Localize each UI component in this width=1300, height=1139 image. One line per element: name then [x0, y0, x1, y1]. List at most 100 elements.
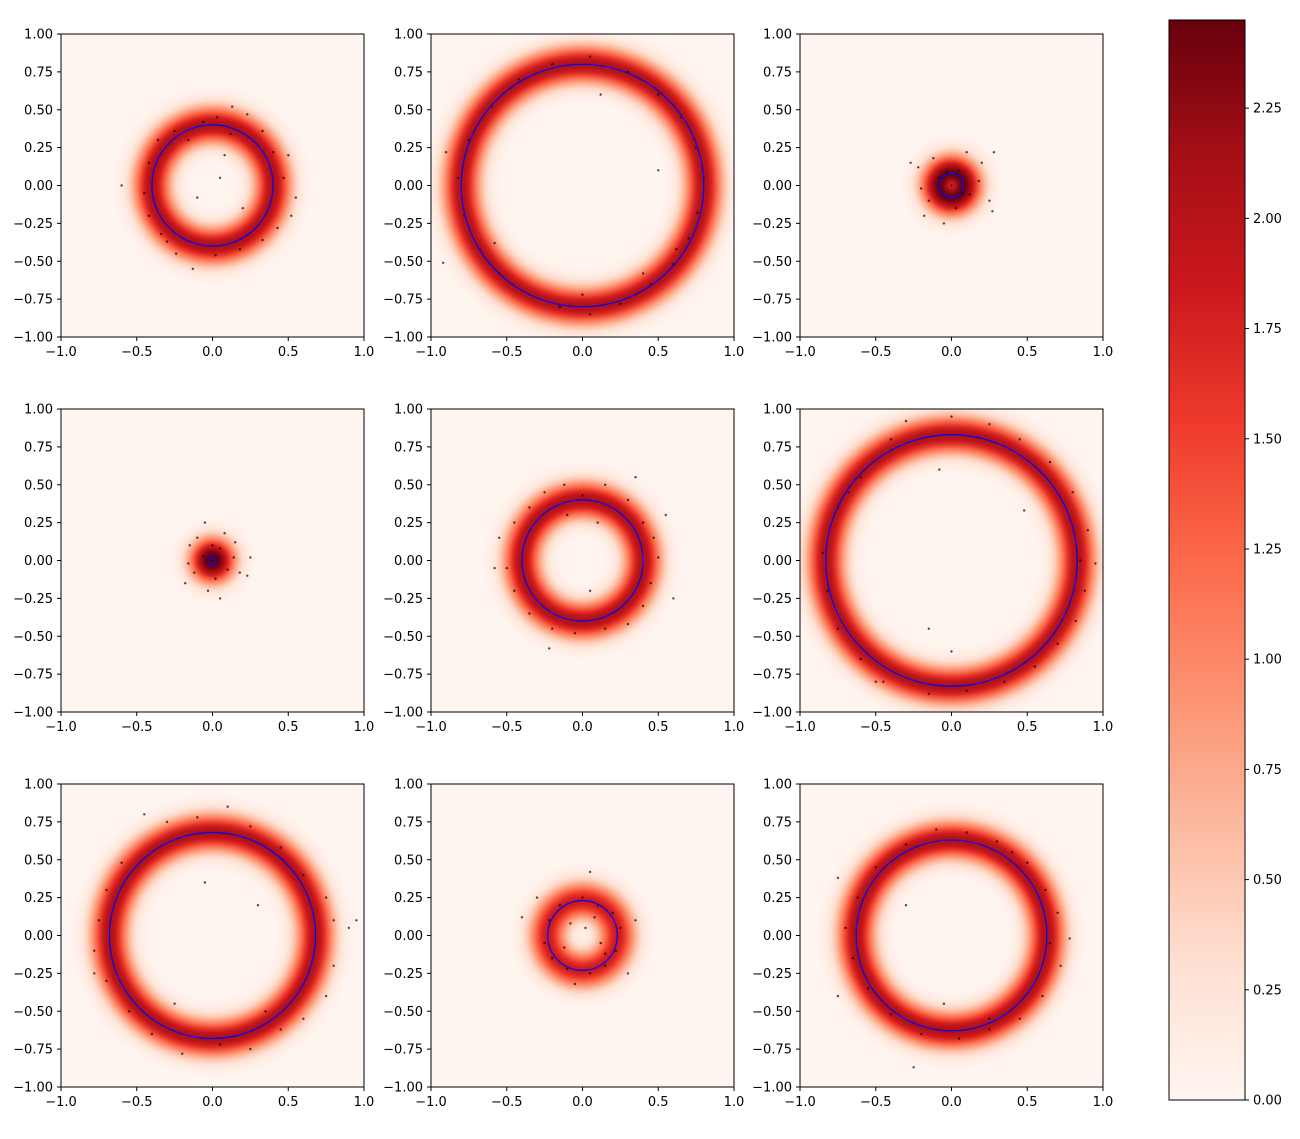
scatter-point — [202, 554, 205, 558]
scatter-point — [588, 972, 592, 975]
scatter-point — [569, 922, 572, 925]
y-tick-label: 0.75 — [394, 65, 423, 80]
scatter-point — [1023, 509, 1026, 512]
scatter-point — [821, 551, 824, 555]
scatter-point — [150, 1032, 154, 1036]
scatter-point — [950, 415, 953, 418]
scatter-point — [1059, 964, 1062, 967]
y-tick-label: −1.00 — [13, 1081, 53, 1096]
scatter-point — [214, 577, 217, 580]
y-tick-label: 1.00 — [24, 778, 53, 793]
x-tick-label: −0.5 — [121, 720, 153, 735]
panel-9: −1.0 −0.5 0.0 0.5 1.0 1.00 0.75 0.50 0.25 0.00 −0.… — [752, 778, 1113, 1111]
x-tick-label: −1.0 — [784, 1095, 816, 1110]
x-tick-label: 0.5 — [648, 720, 669, 735]
density-heatmap — [68, 791, 357, 1080]
y-tick-label: −0.25 — [383, 967, 423, 982]
scatter-point — [93, 949, 96, 952]
y-tick-label: 0.25 — [763, 516, 792, 531]
scatter-point — [935, 828, 938, 831]
scatter-point — [165, 240, 169, 243]
colorbar-tick-label: 1.75 — [1253, 322, 1282, 337]
x-tick-label: 1.0 — [354, 1095, 375, 1110]
x-tick-label: −1.0 — [45, 720, 77, 735]
x-tick-label: 0.0 — [202, 720, 223, 735]
scatter-point — [965, 151, 968, 154]
y-tick-label: 1.00 — [394, 403, 423, 418]
x-tick-label: −1.0 — [45, 1095, 77, 1110]
scatter-point — [159, 232, 163, 236]
scatter-point — [588, 55, 592, 58]
scatter-point — [626, 972, 630, 975]
scatter-point — [232, 556, 235, 559]
scatter-point — [1033, 665, 1036, 668]
fitted-circle — [460, 63, 705, 308]
scatter-point — [927, 627, 930, 630]
y-tick-label: 0.75 — [394, 815, 423, 830]
y-tick-label: 0.50 — [763, 853, 792, 868]
fitted-circle — [547, 900, 618, 971]
scatter-point — [246, 574, 249, 577]
scatter-point — [563, 946, 566, 949]
y-tick-label: −0.75 — [752, 293, 792, 308]
fitted-circle — [151, 124, 274, 247]
scatter-point — [1074, 619, 1077, 623]
x-tick-label: 1.0 — [354, 720, 375, 735]
fitted-circle — [855, 839, 1048, 1032]
x-tick-label: 0.0 — [941, 1095, 962, 1110]
panels-grid: −1.0 −0.5 0.0 0.5 1.0 1.00 0.75 0.50 0.25 0.00 −0.… — [13, 28, 1113, 1111]
scatter-point — [184, 582, 187, 585]
x-tick-label: −0.5 — [491, 720, 523, 735]
x-tick-label: −0.5 — [860, 345, 892, 360]
scatter-point — [147, 214, 151, 217]
x-tick-label: 0.5 — [1017, 345, 1038, 360]
scatter-point — [493, 566, 496, 570]
scatter-point — [980, 161, 983, 164]
scatter-point — [191, 267, 194, 270]
y-tick-label: −1.00 — [383, 1081, 423, 1096]
scatter-point — [324, 994, 328, 998]
scatter-point — [206, 589, 210, 592]
scatter-point — [573, 982, 577, 986]
scatter-point — [226, 805, 229, 808]
y-tick-label: 0.75 — [24, 65, 53, 80]
y-tick-label: 1.00 — [763, 778, 792, 793]
panel-1: −1.0 −0.5 0.0 0.5 1.0 1.00 0.75 0.50 0.25 0.00 −0.… — [13, 28, 374, 361]
y-tick-label: −0.25 — [383, 217, 423, 232]
scatter-point — [513, 521, 516, 524]
scatter-point — [909, 161, 912, 164]
scatter-point — [173, 129, 176, 133]
y-tick-label: 1.00 — [394, 28, 423, 43]
colorbar-tick-label: 0.25 — [1253, 983, 1282, 998]
panel-7: −1.0 −0.5 0.0 0.5 1.0 1.00 0.75 0.50 0.25 0.00 −0.… — [13, 778, 374, 1111]
x-tick-label: 0.5 — [278, 720, 299, 735]
scatter-point — [859, 476, 862, 479]
y-tick-label: 0.00 — [24, 554, 53, 569]
scatter-point — [923, 214, 926, 217]
y-tick-label: −0.50 — [752, 1005, 792, 1020]
scatter-point — [223, 154, 226, 157]
scatter-point — [558, 305, 561, 308]
scatter-point — [551, 627, 554, 630]
x-tick-label: 1.0 — [724, 720, 745, 735]
scatter-point — [196, 816, 199, 819]
scatter-point — [851, 957, 855, 960]
y-tick-label: 0.25 — [24, 516, 53, 531]
scatter-point — [105, 979, 108, 983]
scatter-point — [218, 597, 222, 600]
scatter-point — [215, 116, 219, 119]
scatter-point — [156, 138, 160, 142]
scatter-point — [626, 498, 630, 502]
y-tick-label: −0.50 — [13, 630, 53, 645]
scatter-point — [904, 419, 908, 423]
panel-3: −1.0 −0.5 0.0 0.5 1.0 1.00 0.75 0.50 0.25 0.00 −0.… — [752, 28, 1113, 361]
scatter-point — [836, 876, 840, 880]
scatter-point — [904, 904, 908, 907]
x-tick-label: 0.0 — [572, 720, 593, 735]
scatter-point — [249, 556, 252, 559]
y-tick-label: 0.50 — [394, 478, 423, 493]
y-tick-label: −1.00 — [383, 331, 423, 346]
y-tick-label: −1.00 — [752, 706, 792, 721]
scatter-point — [593, 916, 596, 919]
scatter-point — [652, 536, 655, 539]
